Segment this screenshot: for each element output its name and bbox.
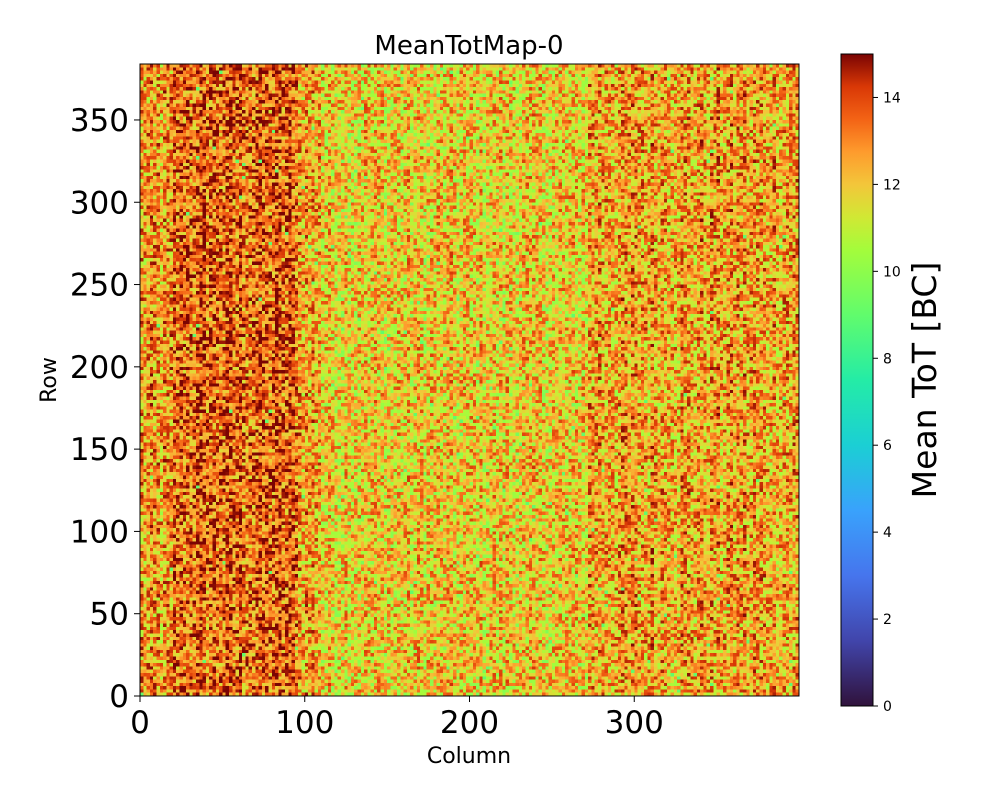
heatmap-image: [140, 64, 799, 696]
y-axis-ticks: 0 50 100 150 200 250 300 350: [70, 103, 140, 715]
colorbar-tick-label: 2: [883, 612, 892, 628]
colorbar-ticks: 0 2 4 6 8 10 12 14: [873, 90, 901, 715]
chart-title: MeanTotMap-0: [374, 31, 563, 61]
x-tick-label: 200: [440, 705, 499, 741]
colorbar-tick-label: 4: [883, 525, 892, 541]
x-tick-label: 300: [605, 705, 664, 741]
x-tick-label: 100: [275, 705, 334, 741]
colorbar-tick-label: 8: [883, 351, 892, 367]
y-tick-label: 100: [70, 514, 129, 550]
colorbar-tick-label: 0: [883, 699, 892, 715]
y-tick-label: 250: [70, 268, 129, 304]
y-tick-label: 300: [70, 185, 129, 221]
x-axis-ticks: 0 100 200 300: [130, 696, 664, 741]
colorbar-tick-label: 12: [883, 177, 901, 193]
colorbar: [840, 53, 874, 707]
x-tick-label: 0: [130, 705, 150, 741]
heatmap-cells: [140, 64, 799, 696]
colorbar-label: Mean ToT [BC]: [905, 262, 944, 499]
y-axis-label: Row: [37, 357, 62, 403]
y-tick-label: 150: [70, 432, 129, 468]
y-tick-label: 0: [109, 679, 129, 715]
y-tick-label: 350: [70, 103, 129, 139]
x-axis-label: Column: [427, 744, 511, 769]
colorbar-tick-label: 10: [883, 264, 901, 280]
colorbar-tick-label: 14: [883, 90, 901, 106]
y-tick-label: 50: [90, 597, 129, 633]
colorbar-tick-label: 6: [883, 438, 892, 454]
y-tick-label: 200: [70, 350, 129, 386]
